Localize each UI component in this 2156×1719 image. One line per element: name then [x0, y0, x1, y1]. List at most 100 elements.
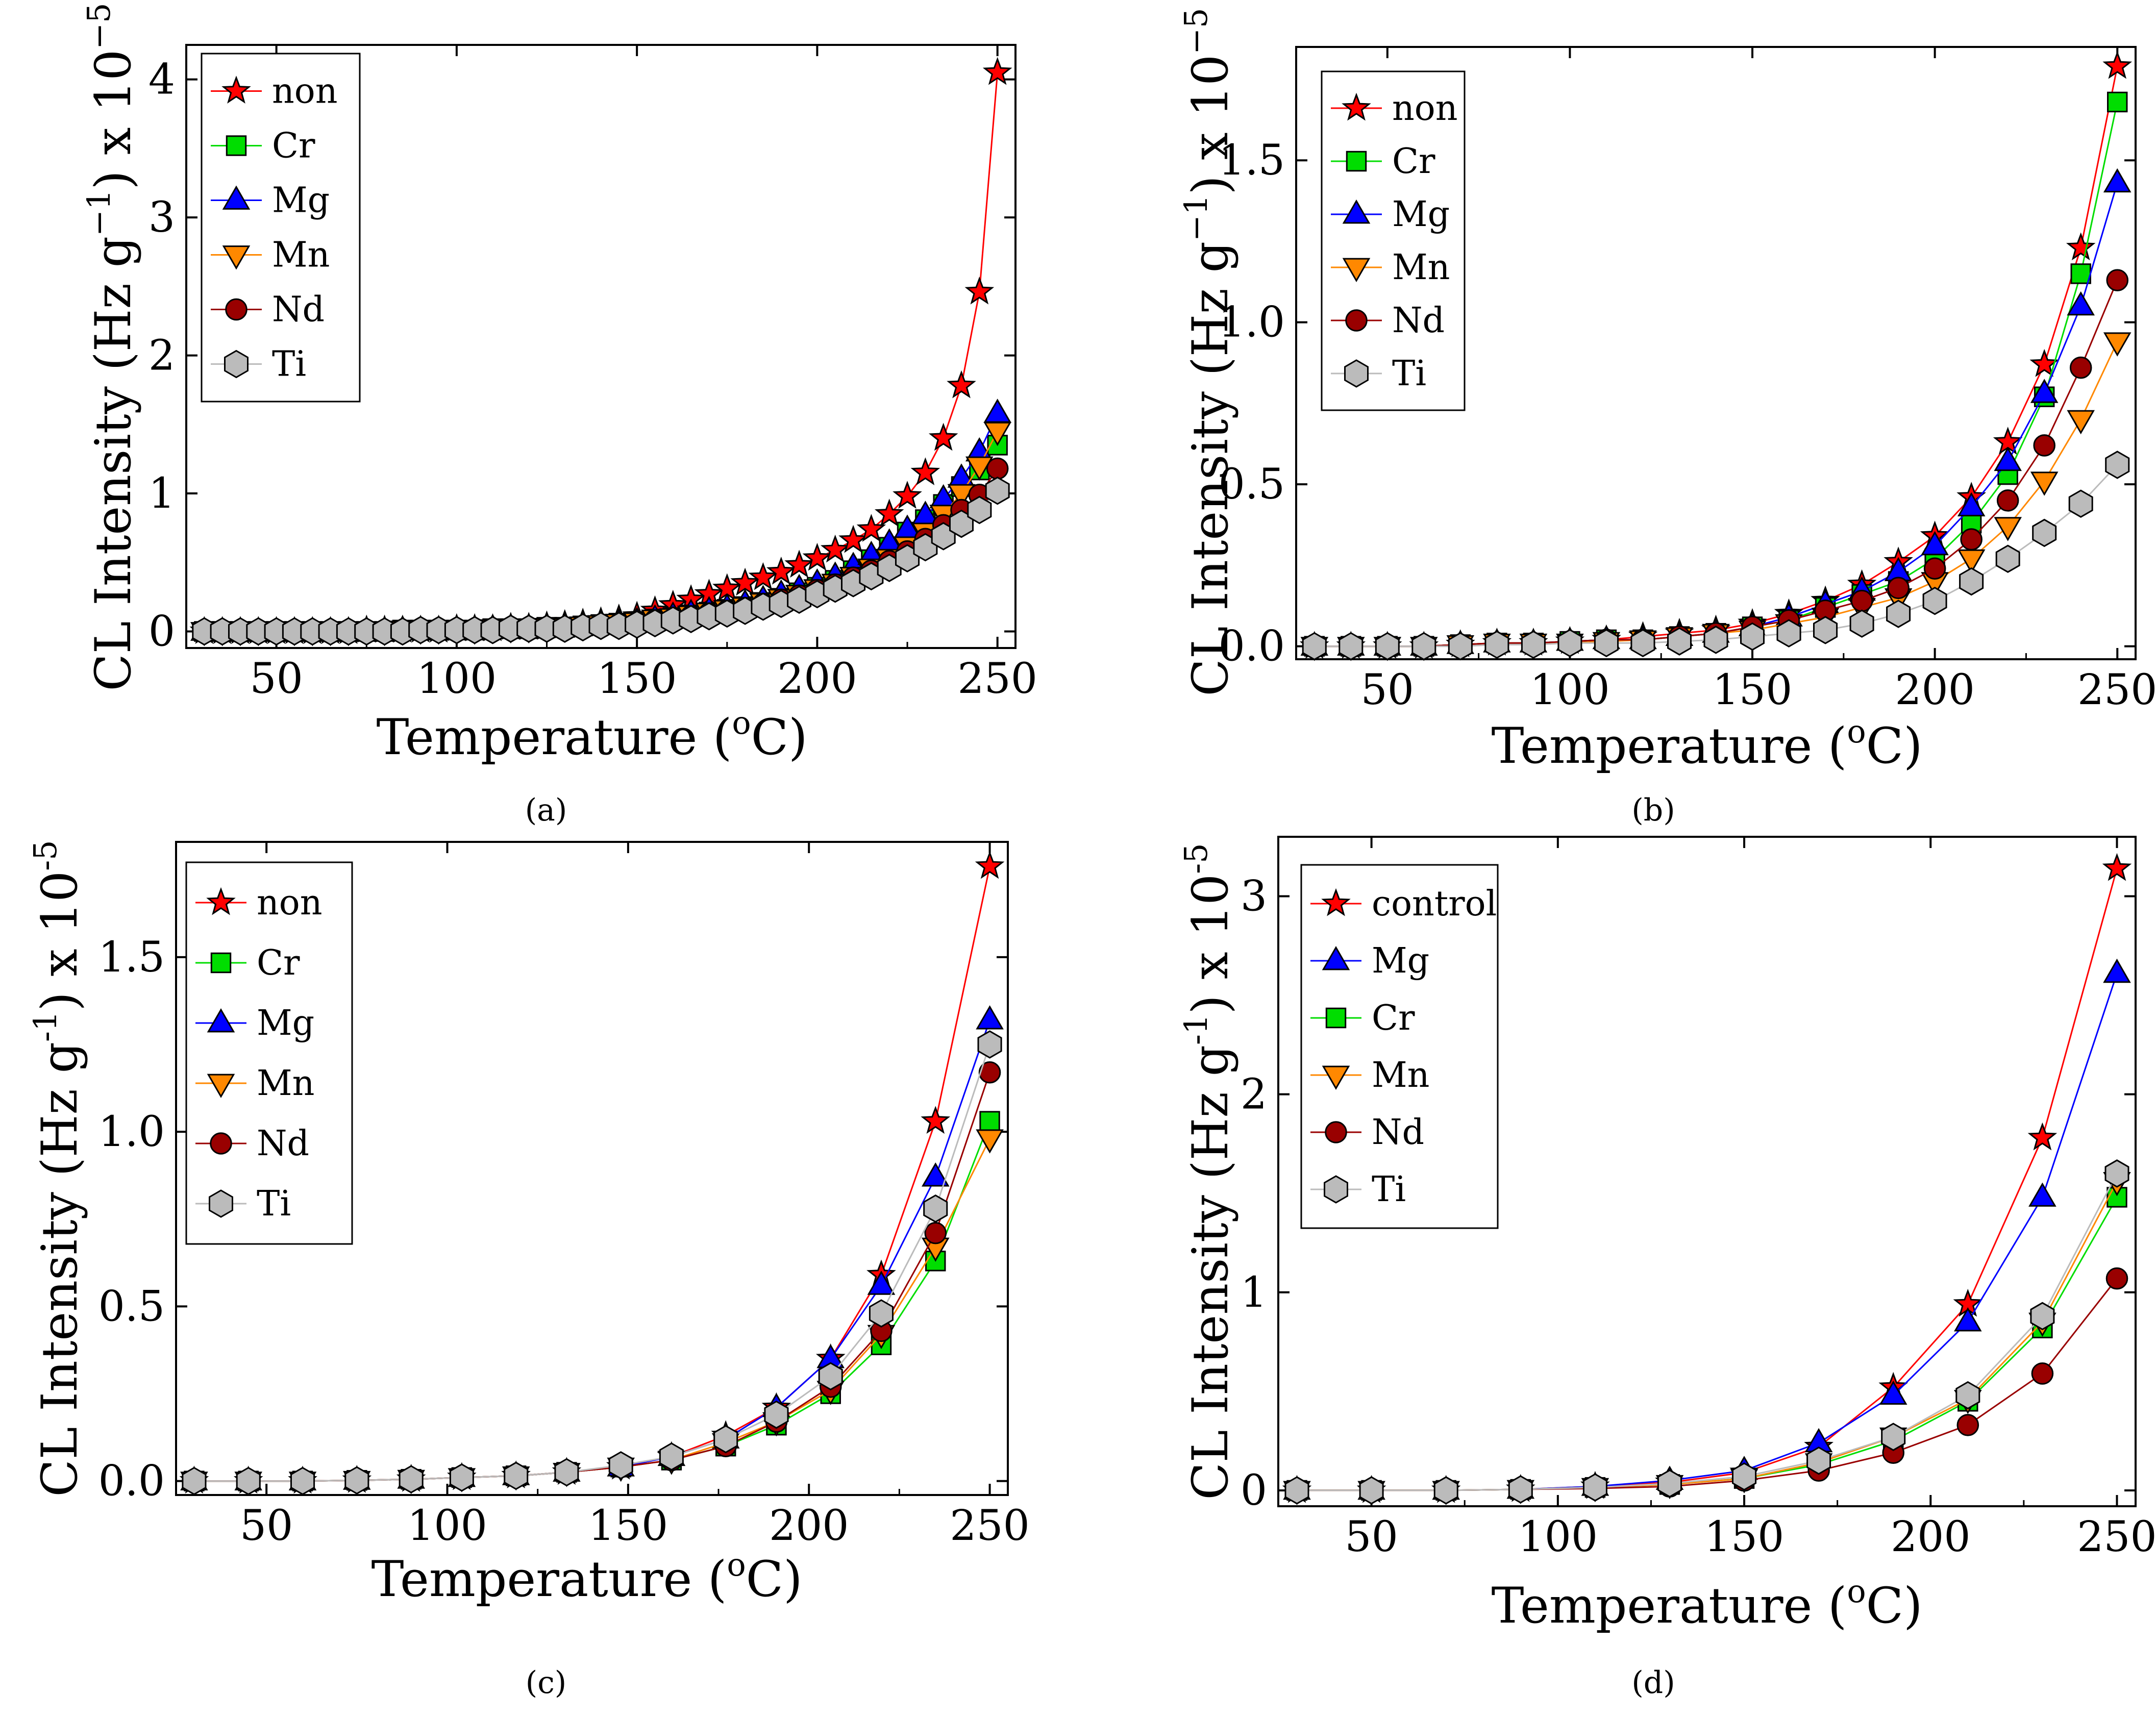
data-point-Cr	[979, 1111, 1000, 1132]
legend-marker-Nd	[225, 298, 247, 321]
x-tick-label: 200	[769, 1502, 849, 1550]
data-point-Ti	[869, 1299, 894, 1328]
data-point-Ti	[977, 1030, 1002, 1059]
data-point-Ti	[1703, 626, 1728, 654]
chart-panel-4: 50 100 150 200 250 0 1 2 3 control Mg Cr Mn Nd Ti Tempe…	[1177, 836, 2156, 1634]
data-point-Nd	[2105, 1267, 2128, 1290]
data-point-Ti	[764, 1400, 789, 1429]
plot-frame	[185, 44, 1017, 649]
legend-box	[1321, 70, 1466, 411]
data-point-Ti	[985, 476, 1010, 505]
data-point-Mg	[1879, 1380, 1907, 1405]
x-tick-label: 150	[1713, 666, 1793, 714]
series-line-Ti	[194, 1044, 991, 1482]
data-point-Ti	[1594, 629, 1619, 658]
y-tick-label: 1.5	[1219, 136, 1285, 185]
series-Ti	[192, 476, 1010, 646]
data-point-Nd	[2033, 434, 2055, 457]
data-point-Mg	[2103, 958, 2131, 983]
x-tick-label: 100	[1518, 1513, 1598, 1561]
y-axis-label: CL Intensity (Hz g-1) x 10-5	[1177, 843, 1239, 1500]
data-point-Mg	[2067, 291, 2095, 316]
data-point-Ti	[399, 1465, 424, 1493]
data-point-Mn	[2067, 410, 2095, 435]
legend-marker-Mg	[1322, 945, 1350, 970]
data-point-Mn	[965, 456, 994, 481]
chart-panel-1: 50 100 150 200 250 0 1 2 3 4 non Cr Mg Mn Nd Ti Temperat…	[80, 3, 1037, 766]
legend-label-Mn: Mn	[272, 235, 330, 276]
legend-marker-Mn	[1322, 1065, 1350, 1090]
legend-label-Ti: Ti	[1392, 354, 1426, 394]
data-point-Cr	[2070, 263, 2091, 284]
legend-label-Mn: Mn	[1372, 1055, 1429, 1095]
chart-panel-2: 50 100 150 200 250 0.0 0.5 1.0 1.5 non Cr Mg Mn Nd Ti T…	[1177, 8, 2156, 775]
data-point-non	[921, 1106, 951, 1134]
x-tick-label: 250	[957, 655, 1037, 703]
data-point-Cr	[2107, 91, 2128, 113]
data-point-Ti	[1955, 1381, 1980, 1410]
legend-label-Mn: Mn	[257, 1063, 314, 1104]
data-point-control	[2102, 853, 2132, 881]
legend-marker-Ti	[209, 1189, 233, 1218]
data-point-non	[820, 534, 850, 563]
legend-marker-Mn	[222, 245, 251, 270]
y-tick-label: 0	[148, 608, 175, 656]
data-point-Nd	[924, 1222, 947, 1244]
data-point-Ti	[1359, 1476, 1384, 1505]
legend-label-Mg: Mg	[1372, 941, 1429, 981]
data-point-Ti	[236, 1466, 261, 1496]
data-point-Ti	[1284, 1476, 1309, 1505]
data-point-non	[802, 542, 832, 571]
legend-label-Mg: Mg	[257, 1003, 314, 1043]
legend-marker-Nd	[1325, 1121, 1347, 1143]
legend-label-Cr: Cr	[272, 126, 315, 166]
legend-marker-Mn	[1342, 258, 1371, 283]
legend-marker-Mg	[222, 185, 251, 210]
data-point-Mg	[983, 398, 1011, 423]
data-point-Mg	[2103, 168, 2132, 193]
legend-marker-non	[221, 76, 251, 104]
x-tick-label: 200	[777, 655, 857, 703]
data-point-Mn	[983, 421, 1011, 446]
data-point-Ti	[1508, 1475, 1533, 1504]
x-tick-label: 50	[1345, 1513, 1398, 1561]
data-point-non	[2066, 232, 2096, 261]
data-point-Ti	[1375, 632, 1400, 661]
data-point-Mg	[1957, 492, 1986, 516]
data-point-Ti	[1732, 1462, 1757, 1491]
data-point-Mn	[1994, 517, 2022, 541]
x-tick-label: 150	[588, 1502, 668, 1550]
data-point-Ti	[608, 1451, 633, 1480]
data-point-Mg	[1921, 531, 1949, 556]
series-line-Ti	[1297, 1173, 2118, 1491]
y-tick-label: 0.0	[1219, 622, 1285, 671]
legend-label-Nd: Nd	[1392, 301, 1445, 341]
data-point-Ti	[1411, 632, 1436, 661]
x-tick-label: 100	[407, 1502, 487, 1550]
legend-marker-Nd	[1345, 309, 1368, 332]
y-tick-label: 4	[148, 56, 175, 104]
data-point-Ti	[1806, 1446, 1831, 1475]
data-point-Ti	[1557, 629, 1582, 658]
y-axis-label: CL Intensity (Hz g−1) x 10−5	[80, 3, 142, 691]
x-tick-label: 250	[2077, 1513, 2156, 1561]
legend-box	[201, 53, 361, 403]
y-tick-label: 0	[1241, 1466, 1267, 1515]
data-point-Ti	[1667, 627, 1692, 656]
legend-marker-Ti	[1344, 359, 1369, 388]
series-Cr	[1286, 1187, 2127, 1501]
legend-label-Mg: Mg	[1392, 194, 1450, 235]
panel-label-d: (d)	[1631, 1665, 1675, 1701]
y-tick-label: 3	[1241, 872, 1267, 920]
data-point-Mn	[2030, 471, 2059, 496]
x-tick-label: 150	[597, 655, 677, 703]
series-line-Nd	[1297, 1278, 2118, 1491]
legend: non Cr Mg Mn Nd Ti	[1321, 70, 1466, 411]
data-point-Ti	[1849, 609, 1874, 638]
x-tick-label: 50	[240, 1502, 293, 1550]
chart-panel-3: 50 100 150 200 250 0.0 0.5 1.0 1.5 non Cr Mg Mn Nd Ti T…	[27, 840, 1030, 1608]
y-tick-label: 2	[148, 332, 175, 380]
x-axis-label: Temperature (oC)	[1491, 1573, 1922, 1634]
data-point-Ti	[1521, 630, 1546, 659]
